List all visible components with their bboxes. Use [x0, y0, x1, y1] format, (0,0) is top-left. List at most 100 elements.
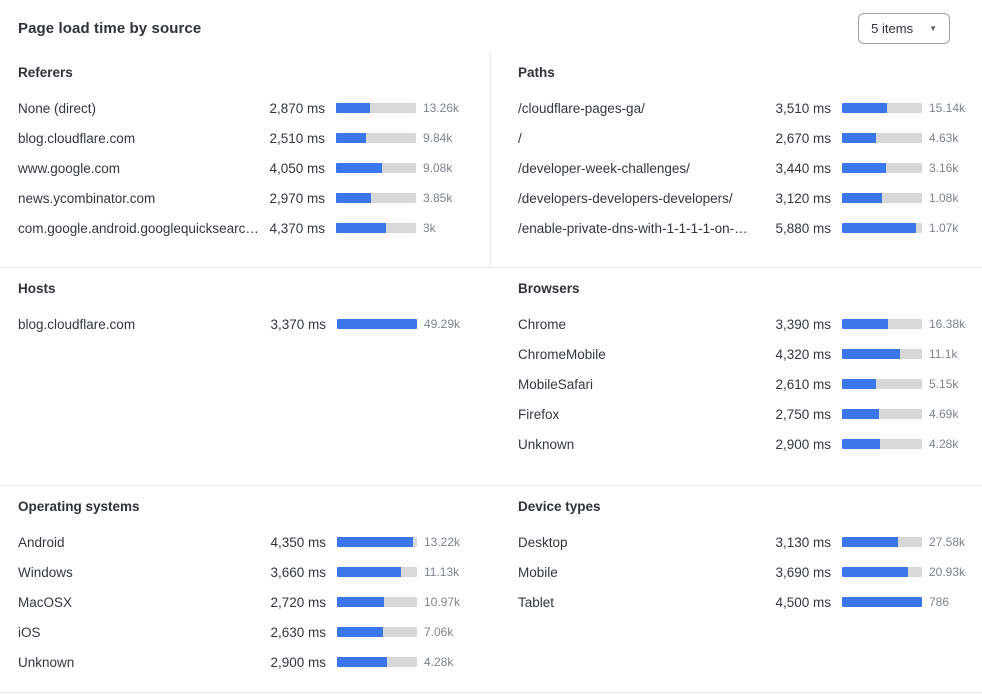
load-time-bar	[842, 223, 922, 233]
load-time-bar-fill	[842, 537, 898, 547]
load-time-bar-fill	[842, 193, 882, 203]
visit-count: 11.1k	[929, 347, 958, 361]
items-count-value: 5 items	[871, 20, 914, 36]
source-label: Tablet	[518, 594, 555, 610]
metric-row: MobileSafari 2,610 ms 5.15k	[518, 369, 975, 399]
visit-count: 20.93k	[929, 565, 966, 579]
metric-row: Unknown 2,900 ms 4.28k	[18, 647, 470, 677]
load-time-value: 4,050 ms	[269, 160, 325, 176]
metric-row: Chrome 3,390 ms 16.38k	[518, 309, 975, 339]
load-time-bar	[336, 103, 416, 113]
load-time-bar	[337, 657, 417, 667]
panels-grid: Referers None (direct) 2,870 ms 13.26k blog.…	[0, 52, 982, 693]
load-time-bar	[337, 627, 417, 637]
panel-section-1: Referers None (direct) 2,870 ms 13.26k blog.…	[0, 52, 982, 267]
panel-section-3: Operating systems Android 4,350 ms 13.22k Wi…	[0, 485, 982, 693]
visit-count: 5.15k	[929, 377, 959, 391]
load-time-bar	[842, 103, 922, 113]
metric-row: com.google.android.googlequicksearc… 4,37…	[18, 213, 469, 243]
visit-count: 13.22k	[424, 535, 461, 549]
metric-row: /developer-week-challenges/3,440 ms 3.16k	[518, 153, 975, 183]
load-time-value: 3,660 ms	[270, 564, 326, 580]
load-time-value: 2,630 ms	[270, 624, 326, 640]
source-label: Desktop	[518, 534, 568, 550]
source-label: Unknown	[518, 436, 575, 452]
metric-row: /enable-private-dns-with-1-1-1-1-on-… 5,8…	[518, 213, 975, 243]
load-time-value: 2,870 ms	[269, 100, 325, 116]
load-time-value: 3,370 ms	[270, 316, 326, 332]
metric-row: ChromeMobile 4,320 ms 11.1k	[518, 339, 975, 369]
load-time-bar	[842, 349, 922, 359]
load-time-bar-fill	[842, 409, 879, 419]
chevron-down-icon: ▼	[929, 24, 937, 33]
visit-count: 27.58k	[929, 535, 966, 549]
load-time-value: 2,610 ms	[775, 376, 831, 392]
load-time-bar	[337, 567, 417, 577]
metric-row: Desktop 3,130 ms 27.58k	[518, 527, 975, 557]
panel-title: Browsers	[518, 281, 580, 296]
panel-hosts: Hosts blog.cloudflare.com 3,370 ms 49.29k	[0, 268, 491, 485]
source-label: Chrome	[518, 316, 567, 332]
panel-operating-systems: Operating systems Android 4,350 ms 13.22k Wi…	[0, 486, 491, 692]
load-time-bar	[842, 439, 922, 449]
items-count-select[interactable]: 5 items ▼	[858, 12, 950, 44]
metric-row: None (direct) 2,870 ms 13.26k	[18, 93, 469, 123]
visit-count: 3.16k	[929, 161, 959, 175]
source-label: www.google.com	[18, 160, 121, 176]
load-time-value: 2,970 ms	[269, 190, 325, 206]
load-time-bar-fill	[336, 223, 387, 233]
load-time-bar-fill	[842, 223, 916, 233]
load-time-bar-fill	[842, 349, 900, 359]
load-time-bar	[842, 193, 922, 203]
visit-count: 1.07k	[929, 221, 959, 235]
load-time-value: 4,350 ms	[270, 534, 326, 550]
load-time-bar	[337, 319, 417, 329]
load-time-value: 4,320 ms	[775, 346, 831, 362]
load-time-bar	[336, 193, 416, 203]
metric-row: MacOSX 2,720 ms 10.97k	[18, 587, 470, 617]
panel-title: Hosts	[18, 281, 56, 296]
panel-title: Operating systems	[18, 499, 140, 514]
visit-count: 11.13k	[424, 565, 460, 579]
panel-paths: Paths/cloudflare-pages-ga/3,510 ms 15.14k…	[491, 52, 982, 267]
panel-device-types: Device types Desktop 3,130 ms 27.58k Mobile 3…	[491, 486, 982, 692]
visit-count: 9.08k	[423, 161, 453, 175]
source-label: Android	[18, 534, 65, 550]
visit-count: 15.14k	[929, 101, 966, 115]
metric-row: news.ycombinator.com 2,970 ms 3.85k	[18, 183, 469, 213]
metric-row: www.google.com 4,050 ms 9.08k	[18, 153, 469, 183]
load-time-value: 3,510 ms	[775, 100, 831, 116]
metric-row: Windows 3,660 ms 11.13k	[18, 557, 470, 587]
source-label: /cloudflare-pages-ga/	[518, 100, 645, 116]
source-label: /	[518, 130, 522, 146]
metric-row: Mobile 3,690 ms 20.93k	[518, 557, 975, 587]
load-time-bar	[842, 409, 922, 419]
metric-row: Unknown 2,900 ms 4.28k	[518, 429, 975, 459]
load-time-bar	[842, 597, 922, 607]
panel-browsers: Browsers Chrome 3,390 ms 16.38k ChromeMobile…	[491, 268, 982, 485]
load-time-bar	[842, 163, 922, 173]
load-time-bar-fill	[842, 133, 876, 143]
load-time-bar-fill	[842, 163, 886, 173]
metric-row: Android 4,350 ms 13.22k	[18, 527, 470, 557]
load-time-value: 3,130 ms	[775, 534, 831, 550]
source-label: MacOSX	[18, 594, 73, 610]
load-time-bar	[842, 133, 922, 143]
load-time-bar	[842, 319, 922, 329]
source-label: iOS	[18, 624, 41, 640]
panel-title: Referers	[18, 65, 73, 80]
load-time-bar	[336, 163, 416, 173]
load-time-value: 4,500 ms	[775, 594, 831, 610]
load-time-bar-fill	[842, 319, 888, 329]
load-time-bar-fill	[336, 193, 372, 203]
source-label: ChromeMobile	[518, 346, 606, 362]
metric-row: /developers-developers-developers/3,120 …	[518, 183, 975, 213]
source-label: Windows	[18, 564, 73, 580]
visit-count: 9.84k	[423, 131, 453, 145]
load-time-bar-fill	[842, 439, 881, 449]
load-time-bar-fill	[337, 657, 388, 667]
load-time-bar	[337, 597, 417, 607]
load-time-bar	[842, 537, 922, 547]
source-label: Mobile	[518, 564, 558, 580]
